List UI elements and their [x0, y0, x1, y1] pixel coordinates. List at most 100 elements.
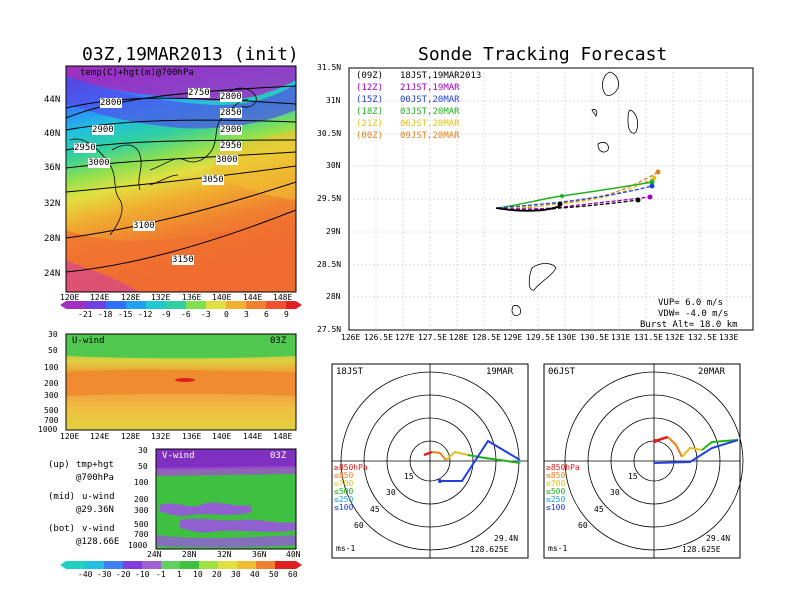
lon-tick: 129E	[503, 333, 523, 342]
hodograph-lat: 29.4N	[706, 534, 731, 543]
hodo-legend-item: ≤100	[546, 503, 566, 512]
hodograph-date: 20MAR	[698, 367, 726, 377]
hodo-legend-item: ≥850hPa	[334, 463, 368, 472]
u-wind-time: 03Z	[270, 336, 287, 346]
lon-tick: 144E	[243, 293, 263, 302]
pressure-tick: 50	[48, 346, 58, 355]
note-text: @700hPa	[76, 473, 114, 483]
ring-label: 60	[578, 521, 588, 530]
lat-tick: 40N	[286, 550, 301, 559]
ring-label: 60	[354, 521, 364, 530]
lon-tick: 127.5E	[418, 333, 447, 342]
lon-tick: 133E	[719, 333, 739, 342]
note-text: @29.36N	[76, 505, 114, 515]
hodo-legend-item: ≤250	[334, 495, 354, 504]
track-legend-time: 21JST,19MAR	[400, 83, 460, 93]
colorbar-label: 20	[212, 570, 222, 579]
ascent-speed: VUP= 6.0 m/s	[658, 298, 724, 308]
lat-tick: 30.5N	[317, 129, 342, 138]
lon-tick: 131E	[611, 333, 631, 342]
contour-label: 2950	[74, 143, 96, 153]
lat-tick: 32N	[44, 199, 61, 209]
pressure-tick: 700	[44, 416, 59, 425]
unit-label: ms-1	[336, 544, 356, 553]
note-text: @128.66E	[76, 537, 120, 547]
colorbar-label: -6	[181, 310, 191, 319]
colorbar-label: -9	[161, 310, 171, 319]
track-legend-code: (15Z)	[356, 95, 384, 105]
lat-tick: 30N	[326, 161, 341, 170]
lon-tick: 128E	[121, 432, 141, 441]
contour-label: 2800	[100, 98, 122, 108]
lat-tick: 36N	[44, 163, 61, 173]
contour-label: 2850	[220, 108, 242, 118]
pressure-tick: 200	[134, 495, 149, 504]
contour-label: 2900	[220, 125, 242, 135]
track-legend-time: 03JST,20MAR	[400, 107, 460, 117]
unit-label: ms-1	[548, 544, 568, 553]
note-key: (bot)	[48, 524, 76, 534]
colorbar-label: 60	[288, 570, 298, 579]
lon-tick: 131.5E	[634, 333, 663, 342]
temperature-colorbar	[60, 301, 302, 309]
colorbar-label: 3	[244, 310, 249, 319]
colorbar-label: -20	[116, 570, 131, 579]
hodograph-time: 18JST	[336, 367, 364, 377]
contour-label: 3050	[202, 175, 224, 185]
colorbar-label: -40	[78, 570, 93, 579]
lon-tick: 124E	[90, 432, 110, 441]
lat-tick: 27.5N	[317, 325, 342, 334]
burst-altitude: Burst Alt= 18.0 km	[640, 320, 738, 330]
pressure-tick: 200	[44, 379, 59, 388]
lon-tick: 132.5E	[688, 333, 717, 342]
pressure-tick: 300	[44, 391, 59, 400]
colorbar-label: 9	[284, 310, 289, 319]
lon-tick: 126E	[341, 333, 361, 342]
ring-label: 30	[610, 488, 620, 497]
pressure-tick: 1000	[38, 425, 58, 434]
contour-label: 3000	[88, 158, 110, 168]
hodograph-lat: 29.4N	[494, 534, 519, 543]
ring-label: 15	[628, 472, 638, 481]
lat-tick: 24N	[44, 269, 61, 279]
lat-tick: 31.5N	[317, 63, 342, 72]
lon-tick: 128E	[121, 293, 141, 302]
lat-tick: 28N	[44, 234, 61, 244]
colorbar-label: 1	[177, 570, 182, 579]
contour-label: 3000	[216, 155, 238, 165]
map-variable-label: temp(C)+hgt(m)@700hPa	[80, 68, 194, 78]
colorbar-label: 6	[264, 310, 269, 319]
contour-label: 2750	[188, 88, 210, 98]
lat-tick: 29.5N	[317, 194, 342, 203]
lat-tick: 28.5N	[317, 260, 342, 269]
wind-colorbar	[60, 561, 302, 569]
colorbar-label: -15	[118, 310, 133, 319]
track-legend-code: (12Z)	[356, 83, 384, 93]
colorbar-label: -30	[97, 570, 112, 579]
colorbar-label: 10	[193, 570, 203, 579]
colorbar-label: -21	[78, 310, 93, 319]
lon-tick: 128E	[449, 333, 469, 342]
pressure-tick: 30	[48, 330, 58, 339]
lon-tick: 130.5E	[580, 333, 609, 342]
pressure-tick: 100	[134, 478, 149, 487]
lon-tick: 136E	[182, 432, 202, 441]
v-wind-section	[155, 448, 297, 550]
lon-tick: 129.5E	[526, 333, 555, 342]
lon-tick: 127E	[395, 333, 415, 342]
pressure-tick: 1000	[128, 541, 148, 550]
lon-tick: 124E	[90, 293, 110, 302]
pressure-tick: 500	[44, 406, 59, 415]
u-wind-label: U-wind	[72, 336, 105, 346]
colorbar-label: -12	[138, 310, 153, 319]
track-legend-code: (18Z)	[356, 107, 384, 117]
lon-tick: 132E	[151, 293, 171, 302]
lon-tick: 120E	[60, 293, 80, 302]
colorbar-label: 30	[231, 570, 241, 579]
v-wind-time: 03Z	[270, 451, 287, 461]
lat-tick: 44N	[44, 95, 61, 105]
lat-tick: 31N	[326, 96, 341, 105]
ring-label: 15	[404, 472, 414, 481]
colorbar-label: 0	[224, 310, 229, 319]
hodo-legend-item: ≤700	[546, 479, 566, 488]
